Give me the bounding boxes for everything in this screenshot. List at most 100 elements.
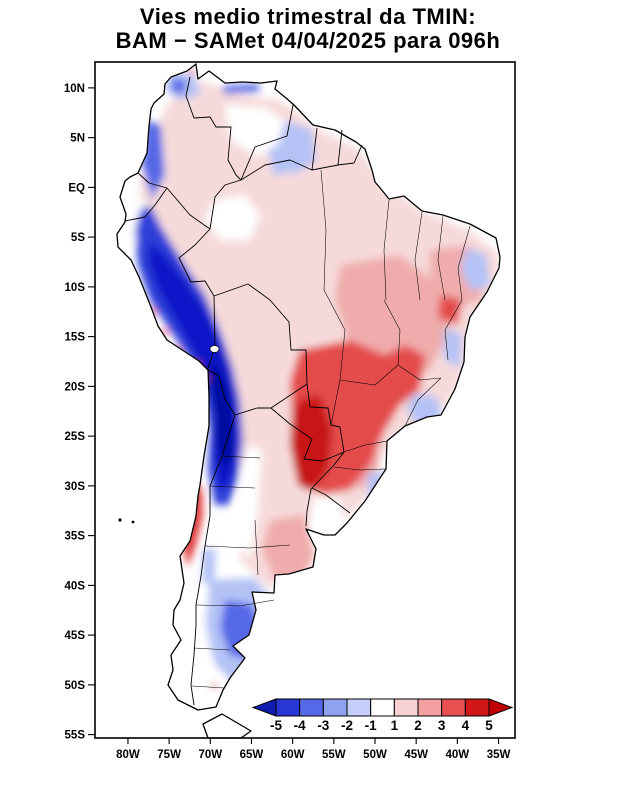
lat-tick-label: 35S — [65, 531, 86, 543]
bias-field-part-part — [172, 78, 186, 94]
country-borders-part — [305, 451, 345, 527]
country-borders-part — [178, 228, 215, 297]
lat-tick-label: 45S — [65, 630, 86, 642]
lon-tick-label: 45W — [404, 749, 428, 761]
chart-title-line2: BAM − SAMet 04/04/2025 para 096h — [116, 28, 501, 53]
state-borders-part — [437, 215, 446, 301]
colorbar-cell — [417, 698, 443, 717]
colorbar-tick-label: 4 — [462, 718, 470, 733]
country-borders-part — [337, 129, 343, 166]
lake-titicaca — [209, 345, 220, 353]
state-borders-part — [204, 544, 291, 549]
state-borders-part — [383, 299, 401, 366]
colorbar-tick-label: 1 — [391, 718, 399, 733]
country-borders-part — [207, 369, 236, 416]
lon-tick-label: 60W — [281, 749, 305, 761]
tierra-del-fuego-outline — [202, 713, 252, 739]
lat-tick-label: 20S — [65, 381, 86, 393]
bias-field-part-part — [444, 328, 462, 368]
colorbar-tick-label: -4 — [294, 718, 306, 733]
colorbar-tick-label: -2 — [341, 718, 353, 733]
colorbar-cell — [299, 698, 324, 717]
country-borders-part — [234, 407, 271, 416]
colorbar-tick-label: -3 — [317, 718, 329, 733]
lat-tick-label: 50S — [65, 680, 86, 692]
bias-field-part-part — [189, 69, 195, 75]
bias-field-part-part — [192, 362, 200, 370]
colorbar-cell — [464, 698, 490, 717]
state-borders-part — [397, 364, 442, 381]
state-borders-part — [339, 364, 399, 386]
colorbar-cell — [322, 698, 348, 717]
country-borders-part — [190, 414, 236, 706]
country-borders-part — [270, 383, 308, 409]
state-borders-part — [414, 211, 423, 301]
state-borders-part — [209, 485, 256, 489]
state-borders-part — [383, 199, 390, 301]
bias-field-part-part — [461, 248, 490, 291]
colorbar-cell — [393, 698, 419, 717]
colorbar-tick-label: 5 — [485, 718, 493, 733]
state-borders-part — [195, 599, 275, 607]
country-borders-part — [311, 487, 351, 514]
colorbar-cell — [441, 698, 466, 717]
colorbar-cell — [346, 698, 372, 717]
bias-field-part-part — [202, 548, 216, 586]
bias-field-part-part — [202, 375, 208, 381]
colorbar-tick-label: 2 — [414, 718, 422, 733]
country-borders-part — [240, 144, 363, 181]
country-borders-part — [306, 383, 341, 428]
bias-field-part-part — [205, 195, 260, 240]
lon-tick-label: 55W — [322, 749, 346, 761]
bias-field-part-part — [183, 480, 203, 567]
state-borders-part — [333, 466, 387, 471]
state-borders-part — [221, 455, 261, 459]
lon-tick-label: 65W — [240, 749, 264, 761]
country-borders-part — [166, 187, 211, 230]
island-dot — [118, 518, 122, 522]
chart-title-line1: Vies medio trimestral da TMIN: — [140, 4, 476, 29]
state-borders-part — [457, 225, 471, 301]
lat-tick-label: 5N — [70, 133, 85, 145]
bias-field — [120, 69, 500, 715]
lat-tick-label: 5S — [71, 232, 85, 244]
country-borders-part — [311, 127, 318, 171]
state-borders-part — [320, 169, 327, 291]
state-borders-part — [193, 647, 231, 651]
colorbar-left-arrow — [251, 698, 277, 717]
lat-tick-label: 10S — [65, 282, 86, 294]
island-dot — [131, 520, 135, 524]
colorbar-cell — [275, 698, 301, 717]
country-borders-part — [339, 426, 345, 453]
state-borders — [191, 169, 471, 689]
colorbar-tick-label: -1 — [365, 718, 377, 733]
state-borders-part — [404, 377, 442, 427]
bias-field-part-part — [438, 295, 462, 325]
state-borders-part — [191, 685, 225, 689]
country-borders-part — [185, 76, 242, 181]
lon-axis: 80W 75W 70W 65W 60W 55W 50W 45W 40W 35W — [116, 738, 510, 761]
lat-tick-label: 25S — [65, 431, 86, 443]
bias-field-part-part — [238, 445, 262, 560]
plot-frame — [94, 61, 516, 739]
colorbar-right-arrow — [488, 698, 514, 717]
colorbar-cell — [370, 698, 395, 717]
country-borders-part — [213, 283, 308, 385]
lon-tick-label: 35W — [487, 749, 511, 761]
lat-tick-label: 30S — [65, 481, 86, 493]
bias-field-part — [120, 69, 500, 715]
colorbar-tick-label: 3 — [438, 718, 446, 733]
state-borders-part — [444, 299, 463, 361]
colorbar-tick-label: -5 — [270, 718, 282, 733]
country-borders-part — [240, 104, 294, 181]
state-borders-part — [343, 440, 388, 453]
bias-field-part-part — [367, 471, 386, 500]
lat-tick-label: EQ — [68, 182, 85, 194]
state-borders-part — [323, 289, 346, 426]
lon-tick-label: 50W — [363, 749, 387, 761]
bias-field-part-part — [211, 683, 217, 689]
bias-field-part-part — [262, 515, 315, 585]
country-borders-part — [209, 179, 242, 230]
